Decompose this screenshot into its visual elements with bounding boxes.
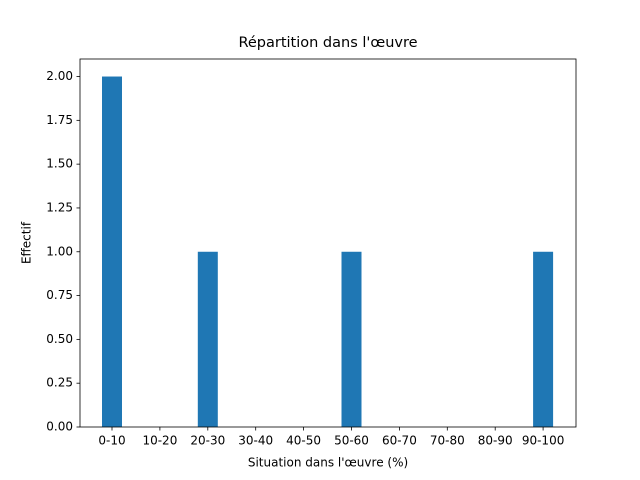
y-tick-label: 0.50 [46, 332, 73, 346]
y-tick-label: 1.50 [46, 157, 73, 171]
axes-frame [79, 58, 577, 428]
bar [102, 76, 122, 428]
y-tick-label: 1.25 [46, 200, 73, 214]
x-tick-label: 80-90 [478, 434, 513, 448]
bar [197, 251, 218, 427]
x-tick-label: 70-80 [430, 434, 465, 448]
y-tick-label: 0.25 [46, 376, 73, 390]
x-axis-label: Situation dans l'œuvre (%) [248, 456, 408, 470]
x-tick-label: 50-60 [334, 434, 369, 448]
x-tick-label: 60-70 [382, 434, 417, 448]
y-tick-label: 2.00 [46, 69, 73, 83]
y-tick-label: 1.75 [46, 113, 73, 127]
y-tick-label: 1.00 [46, 244, 73, 258]
y-tick-label: 0.75 [46, 288, 73, 302]
x-tick-label: 20-30 [190, 434, 225, 448]
chart-title: Répartition dans l'œuvre [238, 35, 417, 51]
x-tick-label: 0-10 [98, 434, 125, 448]
bar [533, 251, 554, 427]
x-tick-label: 30-40 [238, 434, 273, 448]
x-tick-label: 40-50 [286, 434, 321, 448]
x-tick-label: 90-100 [522, 434, 565, 448]
y-tick-label: 0.00 [46, 420, 73, 434]
bar [341, 251, 362, 427]
x-tick-label: 10-20 [142, 434, 177, 448]
y-axis-label: Effectif [20, 221, 34, 264]
